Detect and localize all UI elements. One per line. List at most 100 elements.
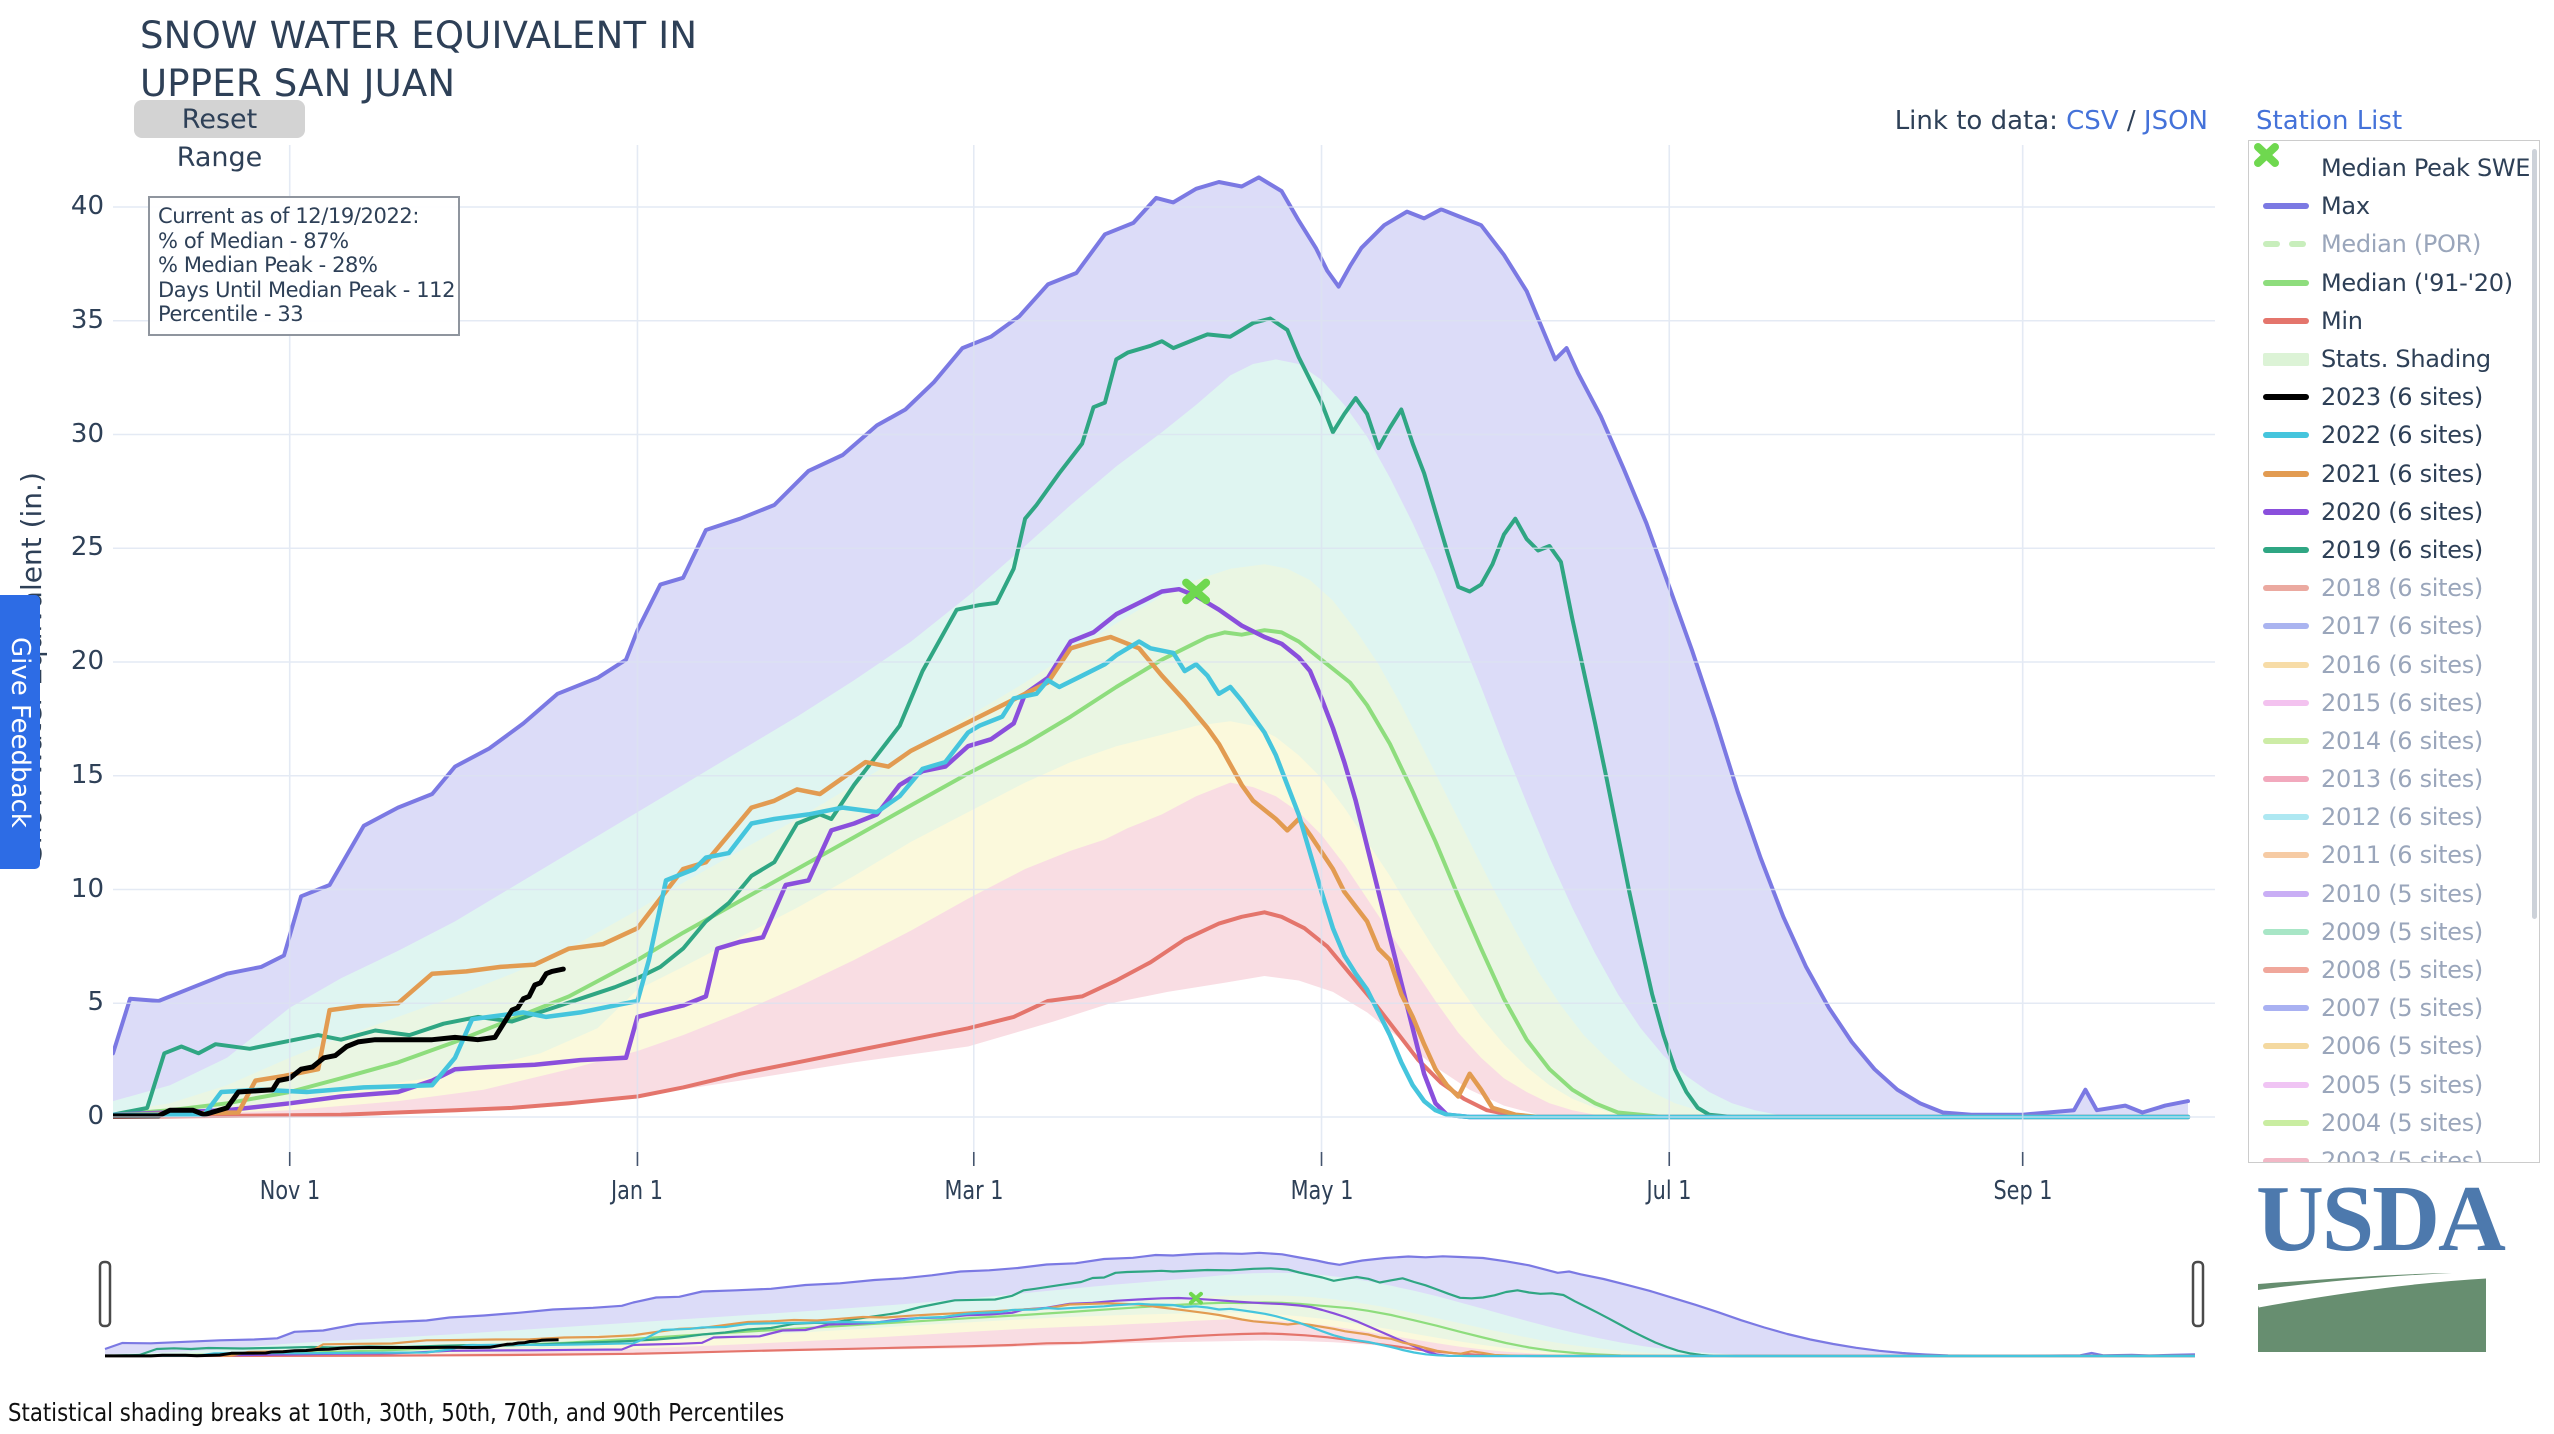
- legend-scrollbar[interactable]: [2532, 149, 2537, 919]
- legend-item-label: 2017 (6 sites): [2321, 612, 2483, 641]
- main-chart[interactable]: [0, 0, 2554, 1240]
- x-tick-jan-1: Jan 1: [611, 1176, 664, 1206]
- legend-item-median-peak-swe[interactable]: Median Peak SWE: [2249, 143, 2539, 187]
- legend-item-label: 2004 (5 sites): [2321, 1108, 2483, 1137]
- link-to-data-label: Link to data:: [1894, 106, 2058, 136]
- y-tick-10: 10: [70, 873, 104, 904]
- legend-swatch-icon: [2263, 241, 2321, 248]
- legend-swatch-icon: [2263, 394, 2321, 401]
- legend-item-min[interactable]: Min: [2249, 302, 2539, 340]
- legend-item-label: 2007 (5 sites): [2321, 994, 2483, 1023]
- annotation-date-line: Current as of 12/19/2022:: [158, 204, 420, 228]
- json-link[interactable]: JSON: [2143, 106, 2208, 136]
- legend-item-label: 2013 (6 sites): [2321, 765, 2483, 794]
- legend-item-2010-5-sites[interactable]: 2010 (5 sites): [2249, 875, 2539, 913]
- legend-item-2008-5-sites[interactable]: 2008 (5 sites): [2249, 951, 2539, 989]
- legend-item-label: 2015 (6 sites): [2321, 688, 2483, 717]
- link-separator: /: [2126, 106, 2136, 136]
- page-title-line1: SNOW WATER EQUIVALENT IN: [140, 14, 698, 57]
- y-tick-5: 5: [87, 987, 104, 1018]
- annotation-days-until-peak: Days Until Median Peak - 112: [158, 277, 456, 302]
- x-tick-may-1: May 1: [1290, 1176, 1353, 1206]
- reset-range-button[interactable]: Reset Range: [134, 100, 305, 173]
- legend-item-2006-5-sites[interactable]: 2006 (5 sites): [2249, 1027, 2539, 1065]
- legend-item-label: 2003 (5 sites): [2321, 1146, 2483, 1163]
- legend-item-label: 2022 (6 sites): [2321, 421, 2483, 450]
- legend-swatch-icon: [2263, 432, 2321, 439]
- legend-item-label: Median ('91-'20): [2321, 268, 2513, 297]
- usda-logo-field: [2257, 1271, 2487, 1352]
- legend-item-2014-6-sites[interactable]: 2014 (6 sites): [2249, 722, 2539, 760]
- legend-swatch-icon: [2263, 852, 2321, 859]
- legend-swatch-icon: [2263, 776, 2321, 783]
- navigator-handle-left[interactable]: [98, 1260, 112, 1328]
- x-tick-jul-1: Jul 1: [1646, 1176, 1692, 1206]
- legend-swatch-icon: [2263, 203, 2321, 210]
- legend-item-max[interactable]: Max: [2249, 187, 2539, 225]
- legend-item-2017-6-sites[interactable]: 2017 (6 sites): [2249, 607, 2539, 645]
- legend-item-label: Max: [2321, 192, 2370, 221]
- legend-item-median-91-20[interactable]: Median ('91-'20): [2249, 264, 2539, 302]
- legend-item-2023-6-sites[interactable]: 2023 (6 sites): [2249, 378, 2539, 416]
- legend-item-2015-6-sites[interactable]: 2015 (6 sites): [2249, 684, 2539, 722]
- legend-swatch-icon: [2263, 1043, 2321, 1050]
- legend-item-2003-5-sites[interactable]: 2003 (5 sites): [2249, 1142, 2539, 1163]
- legend-item-label: Min: [2321, 306, 2363, 335]
- legend-item-2005-5-sites[interactable]: 2005 (5 sites): [2249, 1066, 2539, 1104]
- legend-item-label: 2018 (6 sites): [2321, 574, 2483, 603]
- page-title-line2: UPPER SAN JUAN: [140, 62, 456, 105]
- y-tick-35: 35: [70, 304, 104, 335]
- legend-item-2019-6-sites[interactable]: 2019 (6 sites): [2249, 531, 2539, 569]
- legend: Median Peak SWE Max Median (POR) Median ('9…: [2248, 140, 2540, 1163]
- y-tick-0: 0: [87, 1101, 104, 1131]
- legend-item-2011-6-sites[interactable]: 2011 (6 sites): [2249, 836, 2539, 874]
- legend-swatch-icon: [2263, 661, 2321, 668]
- current-status-annotation: Current as of 12/19/2022: % of Median - …: [148, 196, 460, 336]
- legend-swatch-icon: [2263, 470, 2321, 477]
- shading-footnote: Statistical shading breaks at 10th, 30th…: [8, 1398, 785, 1427]
- legend-item-label: 2008 (5 sites): [2321, 956, 2483, 985]
- navigator-handle-right[interactable]: [2191, 1260, 2205, 1328]
- legend-item-label: 2010 (5 sites): [2321, 879, 2483, 908]
- legend-item-2021-6-sites[interactable]: 2021 (6 sites): [2249, 455, 2539, 493]
- legend-swatch-icon: [2263, 585, 2321, 592]
- legend-item-label: Stats. Shading: [2321, 345, 2491, 374]
- legend-item-median-por[interactable]: Median (POR): [2249, 225, 2539, 263]
- legend-item-label: 2021 (6 sites): [2321, 459, 2483, 488]
- y-tick-40: 40: [70, 191, 104, 221]
- legend-item-2004-5-sites[interactable]: 2004 (5 sites): [2249, 1104, 2539, 1142]
- legend-item-2020-6-sites[interactable]: 2020 (6 sites): [2249, 493, 2539, 531]
- legend-swatch-icon: [2263, 967, 2321, 974]
- legend-item-label: 2006 (5 sites): [2321, 1032, 2483, 1061]
- y-tick-30: 30: [70, 418, 104, 449]
- legend-item-2018-6-sites[interactable]: 2018 (6 sites): [2249, 569, 2539, 607]
- csv-link[interactable]: CSV: [2066, 106, 2119, 136]
- legend-swatch-icon: [2263, 1157, 2321, 1162]
- legend-item-label: Median Peak SWE: [2321, 154, 2531, 183]
- legend-item-label: 2023 (6 sites): [2321, 383, 2483, 412]
- legend-item-label: 2011 (6 sites): [2321, 841, 2483, 870]
- data-links: Link to data: CSV / JSON: [1895, 106, 2208, 136]
- y-tick-15: 15: [70, 759, 104, 790]
- legend-swatch-icon: [2263, 623, 2321, 630]
- legend-item-2012-6-sites[interactable]: 2012 (6 sites): [2249, 798, 2539, 836]
- legend-item-label: 2020 (6 sites): [2321, 497, 2483, 526]
- y-tick-20: 20: [70, 646, 104, 676]
- legend-swatch-icon: [2263, 890, 2321, 897]
- legend-item-2016-6-sites[interactable]: 2016 (6 sites): [2249, 645, 2539, 683]
- give-feedback-tab[interactable]: Give Feedback: [0, 595, 40, 869]
- legend-item-2007-5-sites[interactable]: 2007 (5 sites): [2249, 989, 2539, 1027]
- legend-item-2009-5-sites[interactable]: 2009 (5 sites): [2249, 913, 2539, 951]
- legend-item-2022-6-sites[interactable]: 2022 (6 sites): [2249, 416, 2539, 454]
- legend-swatch-icon: [2263, 546, 2321, 553]
- legend-item-label: 2005 (5 sites): [2321, 1070, 2483, 1099]
- legend-item-stats-shading[interactable]: Stats. Shading: [2249, 340, 2539, 378]
- annotation-pct-median: % of Median - 87%: [158, 228, 349, 253]
- legend-item-2013-6-sites[interactable]: 2013 (6 sites): [2249, 760, 2539, 798]
- station-list-link[interactable]: Station List: [2256, 106, 2403, 136]
- legend-swatch-icon: [2263, 737, 2321, 744]
- annotation-pct-median-peak: % Median Peak - 28%: [158, 253, 378, 277]
- x-tick-sep-1: Sep 1: [1993, 1176, 2053, 1206]
- legend-item-label: Median (POR): [2321, 230, 2482, 259]
